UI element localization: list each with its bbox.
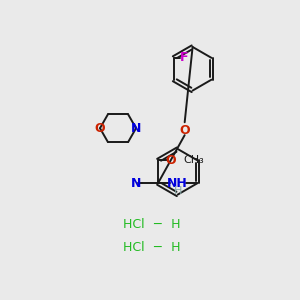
- Text: O: O: [95, 122, 105, 135]
- Text: NH: NH: [167, 177, 188, 190]
- Text: HCl  −  H: HCl − H: [123, 218, 181, 231]
- Text: O: O: [166, 154, 176, 167]
- Text: F: F: [179, 51, 188, 64]
- Text: N: N: [131, 122, 141, 135]
- Text: CH₃: CH₃: [184, 155, 205, 165]
- Text: O: O: [179, 124, 190, 137]
- Text: HCl  −  H: HCl − H: [123, 241, 181, 254]
- Text: N: N: [131, 177, 141, 190]
- Text: H: H: [173, 186, 182, 196]
